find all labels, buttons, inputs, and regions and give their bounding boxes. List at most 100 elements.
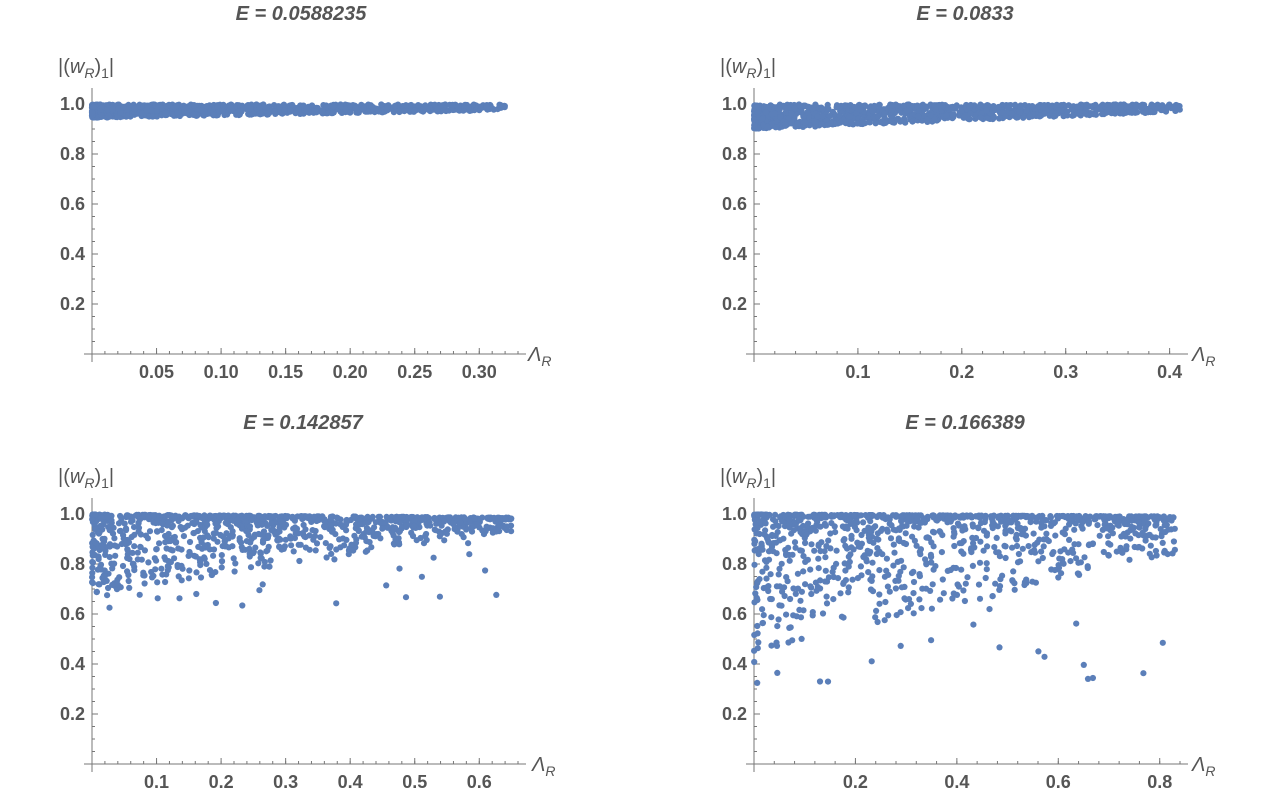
- scatter-point: [292, 530, 299, 537]
- scatter-point: [859, 119, 867, 126]
- scatter-point: [903, 107, 910, 114]
- scatter-point: [759, 568, 766, 575]
- y-tick-label: 0.6: [60, 194, 85, 214]
- scatter-point: [846, 113, 853, 120]
- scatter-point: [420, 106, 427, 113]
- scatter-point: [208, 571, 215, 579]
- x-tick-label: 0.4: [1157, 362, 1182, 382]
- scatter-point: [967, 110, 974, 117]
- scatter-point: [379, 525, 386, 532]
- scatter-point: [1004, 512, 1011, 519]
- scatter-point: [763, 564, 770, 571]
- scatter-point: [817, 577, 824, 584]
- scatter-point: [811, 118, 818, 125]
- scatter-point: [938, 549, 946, 556]
- scatter-point: [162, 532, 169, 540]
- scatter-point: [128, 533, 135, 541]
- scatter-point: [368, 103, 375, 110]
- scatter-point: [857, 563, 865, 570]
- scatter-point: [970, 621, 977, 628]
- scatter-point: [1092, 101, 1099, 108]
- scatter-point: [137, 515, 144, 523]
- scatter-point: [1161, 549, 1168, 556]
- scatter-point: [802, 539, 809, 547]
- scatter-point: [203, 103, 210, 110]
- scatter-point: [961, 523, 968, 530]
- scatter-point: [396, 565, 403, 572]
- scatter-point: [815, 555, 822, 562]
- scatter-point: [292, 110, 299, 117]
- scatter-point: [887, 535, 895, 542]
- scatter-point: [210, 546, 218, 553]
- scatter-point: [366, 529, 373, 536]
- scatter-point: [882, 119, 889, 126]
- scatter-point: [930, 566, 937, 573]
- scatter-point: [765, 556, 773, 563]
- scatter-point: [772, 511, 779, 518]
- scatter-point: [1098, 111, 1106, 118]
- scatter-point: [786, 516, 793, 523]
- scatter-point: [235, 112, 242, 119]
- scatter-point: [1025, 543, 1032, 550]
- scatter-point: [791, 539, 799, 546]
- scatter-point: [424, 106, 431, 113]
- scatter-point: [1142, 537, 1149, 544]
- scatter-point: [823, 543, 830, 550]
- scatter-point: [1064, 108, 1071, 115]
- scatter-point: [176, 595, 183, 602]
- scatter-point: [777, 537, 784, 544]
- scatter-point: [1065, 549, 1072, 556]
- scatter-point: [984, 543, 991, 550]
- scatter-point: [143, 107, 150, 114]
- scatter-point: [254, 522, 261, 529]
- scatter-point: [111, 535, 118, 542]
- scatter-point: [894, 558, 901, 566]
- scatter-point: [982, 515, 989, 523]
- scatter-point: [868, 658, 875, 665]
- scatter-point: [248, 517, 255, 524]
- scatter-point: [289, 513, 296, 520]
- scatter-point: [972, 534, 980, 542]
- scatter-point: [759, 511, 766, 518]
- scatter-point: [95, 553, 102, 560]
- scatter-point: [871, 103, 878, 110]
- scatter-point: [1026, 113, 1033, 120]
- x-tick-label: 0.05: [139, 362, 174, 382]
- scatter-point: [1092, 111, 1100, 118]
- scatter-point: [851, 103, 858, 111]
- scatter-point: [369, 513, 376, 521]
- scatter-point: [976, 595, 984, 602]
- scatter-point: [787, 624, 794, 631]
- scatter-point: [928, 637, 935, 644]
- scatter-point: [468, 528, 476, 535]
- scatter-point: [848, 119, 855, 126]
- scatter-point: [197, 534, 204, 542]
- scatter-point: [828, 511, 835, 519]
- scatter-point: [768, 642, 775, 649]
- scatter-point: [1041, 523, 1048, 530]
- scatter-point: [902, 530, 909, 537]
- scatter-point: [884, 583, 892, 590]
- panel-title: E = 0.0833: [916, 3, 1013, 25]
- scatter-point: [271, 108, 278, 115]
- scatter-point: [832, 529, 839, 536]
- scatter-point: [124, 568, 131, 575]
- scatter-point: [945, 514, 952, 522]
- scatter-point: [268, 519, 275, 526]
- scatter-point: [117, 527, 124, 534]
- scatter-point: [751, 658, 758, 666]
- scatter-point: [915, 108, 922, 115]
- scatter-point: [402, 102, 409, 109]
- scatter-point: [1163, 521, 1170, 529]
- scatter-point: [872, 120, 879, 127]
- scatter-point: [967, 101, 974, 109]
- scatter-point: [311, 513, 318, 520]
- x-tick-label: 0.15: [268, 362, 303, 382]
- scatter-point: [432, 527, 439, 534]
- x-tick-label: 0.25: [397, 362, 432, 382]
- scatter-point: [914, 515, 921, 522]
- scatter-point: [255, 560, 262, 567]
- scatter-point: [297, 541, 304, 548]
- scatter-point: [503, 524, 510, 531]
- scatter-point: [462, 515, 469, 523]
